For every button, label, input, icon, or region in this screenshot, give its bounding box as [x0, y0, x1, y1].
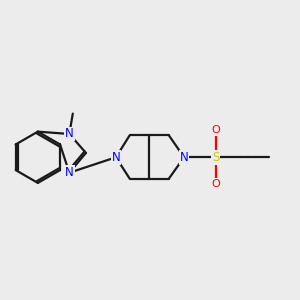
Text: N: N	[180, 151, 188, 164]
Text: O: O	[211, 179, 220, 189]
Text: N: N	[112, 151, 120, 164]
Text: N: N	[65, 166, 74, 179]
Text: N: N	[65, 128, 74, 140]
Text: S: S	[212, 151, 219, 164]
Text: O: O	[211, 125, 220, 135]
